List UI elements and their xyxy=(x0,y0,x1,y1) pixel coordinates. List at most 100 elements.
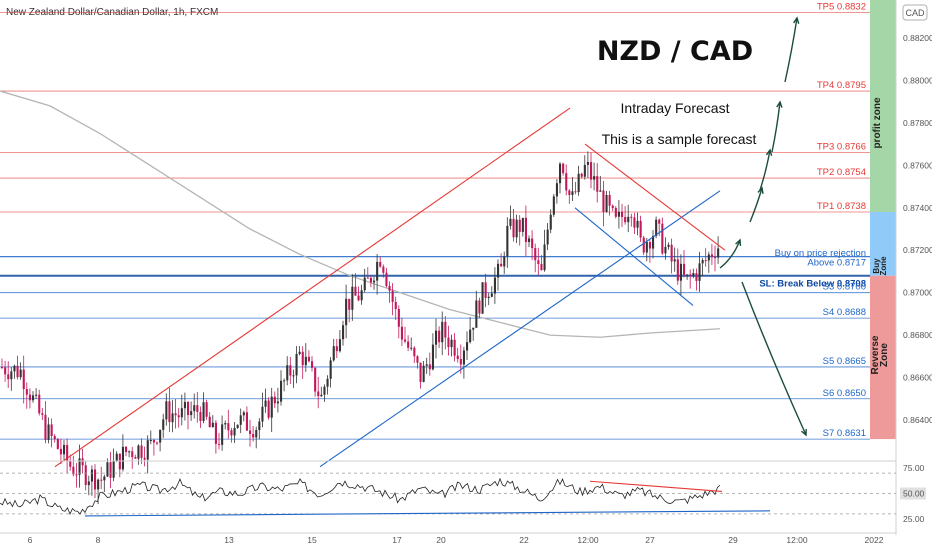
candle-body-216 xyxy=(670,244,673,262)
candle-body-184 xyxy=(571,191,574,195)
level-label-5: Buy on price rejection xyxy=(775,248,866,259)
currency-badge-label: CAD xyxy=(905,8,925,18)
candle-body-185 xyxy=(574,191,577,193)
candle-body-20 xyxy=(63,444,66,455)
candle-body-141 xyxy=(438,330,441,343)
candle-body-97 xyxy=(301,351,304,366)
candle-body-12 xyxy=(38,394,41,414)
candle-body-159 xyxy=(493,277,496,294)
candle-body-89 xyxy=(276,401,279,404)
candle-body-78 xyxy=(242,412,245,416)
candle-body-23 xyxy=(72,466,75,475)
trendline-1 xyxy=(319,190,721,468)
candle-body-39 xyxy=(121,446,124,470)
candle-body-129 xyxy=(400,326,403,340)
levels-layer: TP5 0.8832 TP4 0.8795 TP3 0.8766 TP2 0.8754… xyxy=(0,2,870,440)
moving-average-line xyxy=(0,90,721,338)
candle-body-45 xyxy=(140,445,143,458)
rsi-layer: 75.00 50.00 25.00 xyxy=(0,460,926,524)
candle-body-109 xyxy=(338,339,341,352)
candle-body-193 xyxy=(599,190,602,192)
forecast-arrow-5 xyxy=(741,281,807,436)
candle-body-205 xyxy=(636,220,639,228)
candle-body-128 xyxy=(397,309,400,327)
level-label-1: TP4 0.8795 xyxy=(817,80,866,91)
candle-body-209 xyxy=(648,242,651,249)
candle-body-17 xyxy=(53,436,56,440)
candle-body-123 xyxy=(382,266,385,273)
forecast-arrow-head-4 xyxy=(793,16,800,24)
candle-body-37 xyxy=(115,453,118,462)
candle-body-2 xyxy=(7,374,10,380)
candle-body-163 xyxy=(506,225,509,257)
candle-body-229 xyxy=(710,254,713,258)
candle-body-19 xyxy=(59,448,62,455)
candle-body-3 xyxy=(10,371,13,380)
candle-body-76 xyxy=(236,424,239,428)
rsi-tick-box xyxy=(900,487,926,500)
candle-body-90 xyxy=(280,380,283,402)
candle-body-149 xyxy=(462,350,465,365)
candle-body-71 xyxy=(221,424,224,445)
level-label-6: Above 0.8717 xyxy=(807,258,866,269)
candle-body-63 xyxy=(196,405,199,412)
price-tick-3: 0.87600 xyxy=(903,160,932,170)
candle-body-166 xyxy=(515,219,518,238)
time-tick-0: 6 xyxy=(28,535,33,545)
candle-body-38 xyxy=(118,453,121,470)
candle-body-5 xyxy=(16,365,19,378)
currency-badge[interactable]: CAD xyxy=(902,4,928,21)
candle-body-98 xyxy=(304,356,307,366)
candle-body-162 xyxy=(503,256,506,267)
time-tick-1: 8 xyxy=(96,535,101,545)
candle-body-0 xyxy=(1,366,4,368)
candle-body-33 xyxy=(103,476,106,481)
candle-body-1 xyxy=(4,367,7,375)
candle-body-70 xyxy=(218,443,221,445)
candle-body-8 xyxy=(25,389,28,395)
rsi-tick-0: 75.00 xyxy=(903,463,925,473)
price-tick-4: 0.87400 xyxy=(903,203,932,213)
level-label-9: S4 0.8688 xyxy=(823,307,866,318)
buy-zone-label-2: Zone xyxy=(879,256,888,276)
candle-body-31 xyxy=(97,479,100,490)
reverse-zone-label-2: Zone xyxy=(879,343,890,367)
rsi-line xyxy=(0,477,721,515)
candle-body-164 xyxy=(509,218,512,226)
candle-body-34 xyxy=(106,462,109,477)
forecast-arrow-head-5 xyxy=(800,428,807,437)
level-label-3: TP2 0.8754 xyxy=(817,167,866,178)
time-tick-9: 29 xyxy=(728,535,738,545)
candle-body-106 xyxy=(329,360,332,379)
moving-average-layer xyxy=(0,90,721,338)
reverse-zone xyxy=(870,275,896,440)
candle-body-142 xyxy=(441,321,444,343)
candles-layer xyxy=(1,151,720,505)
candle-body-220 xyxy=(683,263,686,275)
candle-body-66 xyxy=(205,402,208,417)
zones-layer xyxy=(870,0,896,440)
candle-body-36 xyxy=(112,461,115,478)
time-tick-3: 15 xyxy=(307,535,317,545)
candle-body-221 xyxy=(686,274,689,276)
profit-zone xyxy=(870,0,896,213)
candle-body-156 xyxy=(484,282,487,299)
candle-body-219 xyxy=(679,263,682,281)
candle-body-139 xyxy=(431,344,434,370)
price-tick-9: 0.86400 xyxy=(903,415,932,425)
candle-body-225 xyxy=(698,263,701,281)
profit-zone-label: profit zone xyxy=(872,97,883,149)
candle-body-187 xyxy=(580,173,583,177)
candle-body-30 xyxy=(94,469,97,490)
candle-body-175 xyxy=(543,244,546,271)
candle-body-74 xyxy=(230,430,233,436)
candle-body-190 xyxy=(590,162,593,180)
candle-body-215 xyxy=(667,244,670,247)
candle-body-213 xyxy=(661,223,664,254)
candle-body-173 xyxy=(537,260,540,264)
trendline-3 xyxy=(574,207,694,306)
candle-body-107 xyxy=(332,346,335,361)
level-label-8: S3 0.8700 xyxy=(823,282,866,293)
candle-body-103 xyxy=(320,394,323,397)
candle-body-68 xyxy=(211,422,214,428)
